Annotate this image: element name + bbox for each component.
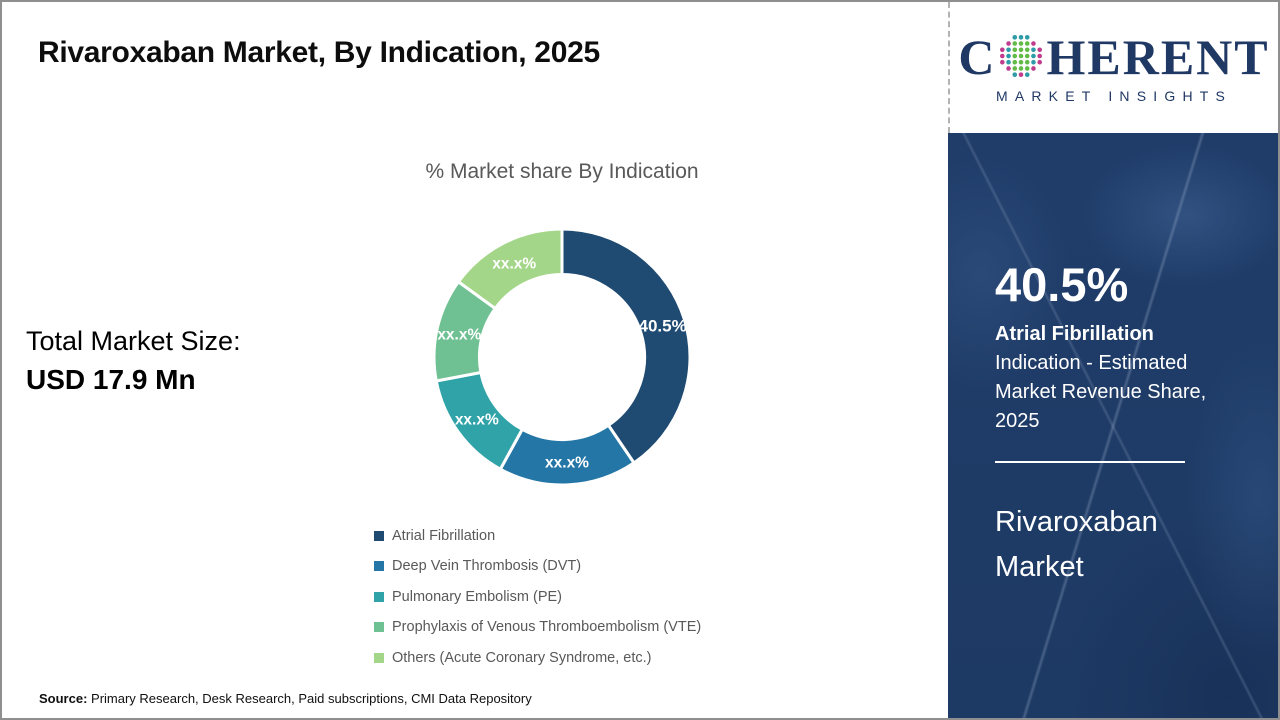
legend-swatch [374,530,384,541]
source-text: Primary Research, Desk Research, Paid su… [87,691,532,706]
key-stat-segment: Atrial Fibrillation [995,323,1154,345]
legend-swatch [374,622,384,632]
brand-logo: C HERENT [958,32,1269,82]
legend-swatch [374,591,384,602]
legend-item: Deep Vein Thrombosis (DVT) [374,557,701,576]
dotted-globe-icon [1000,34,1043,77]
highlight-sidebar: 40.5% Atrial Fibrillation Indication - E… [948,133,1278,718]
legend-item: Atrial Fibrillation [374,526,701,545]
donut-slice-label-0: 40.5% [638,317,686,336]
logo-subtitle: MARKET INSIGHTS [995,87,1233,104]
report-name: Rivaroxaban Market [995,506,1158,583]
legend-swatch [374,652,384,663]
legend-item: Prophylaxis of Venous Thromboembolism (V… [374,618,701,637]
page-title: Rivaroxaban Market, By Indication, 2025 [38,36,600,69]
legend-label: Deep Vein Thrombosis (DVT) [392,558,582,574]
donut-chart: 40.5% xx.x% xx.x% xx.x% xx.x% [432,227,692,487]
legend-label: Prophylaxis of Venous Thromboembolism (V… [392,619,702,635]
total-market-block: Total Market Size: USD 17.9 Mn [26,326,241,396]
key-stat-value: 40.5% [995,258,1129,311]
donut-slice-label-4: xx.x% [492,256,536,273]
source-label: Source: [39,691,88,706]
legend-label: Atrial Fibrillation [392,527,496,544]
donut-slice-label-2: xx.x% [455,411,499,428]
chart-title: % Market share By Indication [425,160,699,183]
brand-logo-panel: C HERENT MARKET INSIGHTS [948,2,1278,133]
sidebar-divider [995,461,1185,463]
donut-slice-label-1: xx.x% [545,455,589,472]
donut-slice-label-3: xx.x% [437,327,481,344]
donut-slice-4 [456,227,564,311]
total-market-value: USD 17.9 Mn [26,364,196,395]
logo-letters-herent: HERENT [1046,28,1270,85]
key-stat-description: Indication - Estimated Market Revenue Sh… [995,352,1207,432]
legend-item: Others (Acute Coronary Syndrome, etc.) [374,648,701,667]
legend-swatch [374,561,384,571]
logo-letter-c: C [958,28,997,85]
total-market-label: Total Market Size: [26,326,241,356]
source-line: Source: Primary Research, Desk Research,… [39,691,532,706]
legend-label: Others (Acute Coronary Syndrome, etc.) [392,649,652,666]
donut-slice-0 [560,227,692,465]
legend-item: Pulmonary Embolism (PE) [374,587,701,606]
chart-legend: Atrial Fibrillation Deep Vein Thrombosis … [374,526,701,679]
legend-label: Pulmonary Embolism (PE) [392,588,563,605]
